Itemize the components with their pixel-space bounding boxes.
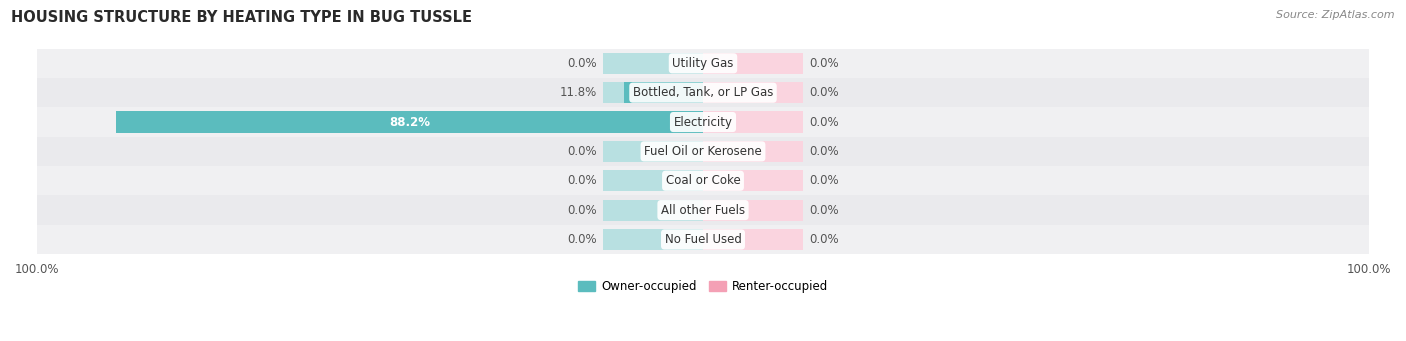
Bar bbox=[603, 112, 703, 133]
Bar bbox=[703, 112, 803, 133]
Text: Fuel Oil or Kerosene: Fuel Oil or Kerosene bbox=[644, 145, 762, 158]
Bar bbox=[37, 225, 1369, 254]
Bar bbox=[603, 53, 703, 74]
Bar bbox=[37, 78, 1369, 107]
Text: Source: ZipAtlas.com: Source: ZipAtlas.com bbox=[1277, 10, 1395, 20]
Bar bbox=[703, 82, 803, 103]
Text: 0.0%: 0.0% bbox=[810, 86, 839, 99]
Bar bbox=[703, 199, 803, 221]
Text: Utility Gas: Utility Gas bbox=[672, 57, 734, 70]
Bar bbox=[703, 229, 803, 250]
Bar bbox=[603, 199, 703, 221]
Bar bbox=[603, 229, 703, 250]
Text: 0.0%: 0.0% bbox=[567, 57, 596, 70]
Bar bbox=[624, 82, 703, 103]
Bar bbox=[603, 170, 703, 191]
Text: 11.8%: 11.8% bbox=[560, 86, 596, 99]
Bar bbox=[37, 107, 1369, 137]
Bar bbox=[703, 170, 803, 191]
Bar bbox=[603, 82, 703, 103]
Text: No Fuel Used: No Fuel Used bbox=[665, 233, 741, 246]
Text: 0.0%: 0.0% bbox=[567, 233, 596, 246]
Text: 0.0%: 0.0% bbox=[567, 174, 596, 187]
Text: Electricity: Electricity bbox=[673, 116, 733, 129]
Text: Coal or Coke: Coal or Coke bbox=[665, 174, 741, 187]
Text: 0.0%: 0.0% bbox=[810, 204, 839, 217]
Text: 0.0%: 0.0% bbox=[567, 145, 596, 158]
Text: 0.0%: 0.0% bbox=[567, 204, 596, 217]
Text: Bottled, Tank, or LP Gas: Bottled, Tank, or LP Gas bbox=[633, 86, 773, 99]
Bar bbox=[115, 112, 703, 133]
Text: All other Fuels: All other Fuels bbox=[661, 204, 745, 217]
Text: HOUSING STRUCTURE BY HEATING TYPE IN BUG TUSSLE: HOUSING STRUCTURE BY HEATING TYPE IN BUG… bbox=[11, 10, 472, 25]
Text: 0.0%: 0.0% bbox=[810, 116, 839, 129]
Bar bbox=[703, 53, 803, 74]
Text: 0.0%: 0.0% bbox=[810, 57, 839, 70]
Bar bbox=[703, 141, 803, 162]
Text: 0.0%: 0.0% bbox=[810, 145, 839, 158]
Bar bbox=[37, 195, 1369, 225]
Bar bbox=[603, 141, 703, 162]
Bar bbox=[37, 166, 1369, 195]
Bar bbox=[37, 137, 1369, 166]
Legend: Owner-occupied, Renter-occupied: Owner-occupied, Renter-occupied bbox=[572, 275, 834, 298]
Bar bbox=[37, 49, 1369, 78]
Text: 0.0%: 0.0% bbox=[810, 174, 839, 187]
Text: 0.0%: 0.0% bbox=[810, 233, 839, 246]
Text: 88.2%: 88.2% bbox=[389, 116, 430, 129]
